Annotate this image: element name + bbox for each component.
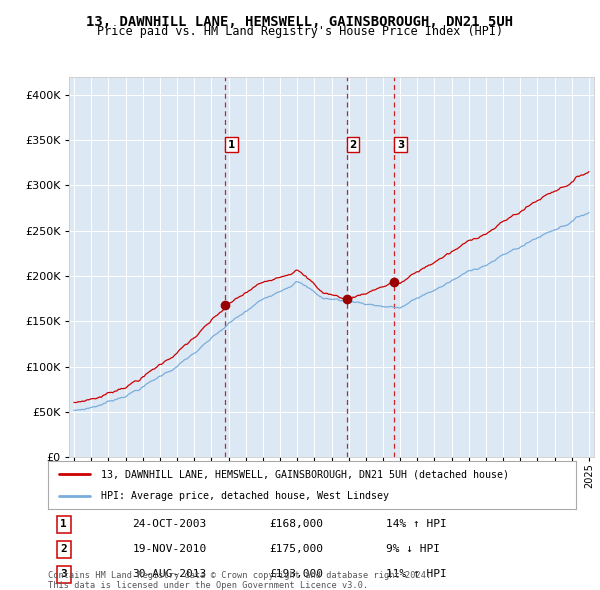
Text: £168,000: £168,000 [270,519,324,529]
Text: 13, DAWNHILL LANE, HEMSWELL, GAINSBOROUGH, DN21 5UH: 13, DAWNHILL LANE, HEMSWELL, GAINSBOROUG… [86,15,514,29]
Text: 13, DAWNHILL LANE, HEMSWELL, GAINSBOROUGH, DN21 5UH (detached house): 13, DAWNHILL LANE, HEMSWELL, GAINSBOROUG… [101,469,509,479]
Text: Price paid vs. HM Land Registry's House Price Index (HPI): Price paid vs. HM Land Registry's House … [97,25,503,38]
Text: 24-OCT-2003: 24-OCT-2003 [133,519,207,529]
Text: 1: 1 [61,519,67,529]
Text: 1: 1 [228,140,235,150]
Text: £193,000: £193,000 [270,569,324,579]
Text: 2: 2 [61,545,67,554]
Text: 9% ↓ HPI: 9% ↓ HPI [386,545,440,554]
Text: 3: 3 [61,569,67,579]
Text: 14% ↑ HPI: 14% ↑ HPI [386,519,446,529]
Text: 2: 2 [349,140,356,150]
Text: £175,000: £175,000 [270,545,324,554]
Text: Contains HM Land Registry data © Crown copyright and database right 2024.
This d: Contains HM Land Registry data © Crown c… [48,571,431,590]
Text: 11% ↑ HPI: 11% ↑ HPI [386,569,446,579]
Text: 19-NOV-2010: 19-NOV-2010 [133,545,207,554]
Text: 3: 3 [397,140,404,150]
Text: 30-AUG-2013: 30-AUG-2013 [133,569,207,579]
Text: HPI: Average price, detached house, West Lindsey: HPI: Average price, detached house, West… [101,491,389,501]
